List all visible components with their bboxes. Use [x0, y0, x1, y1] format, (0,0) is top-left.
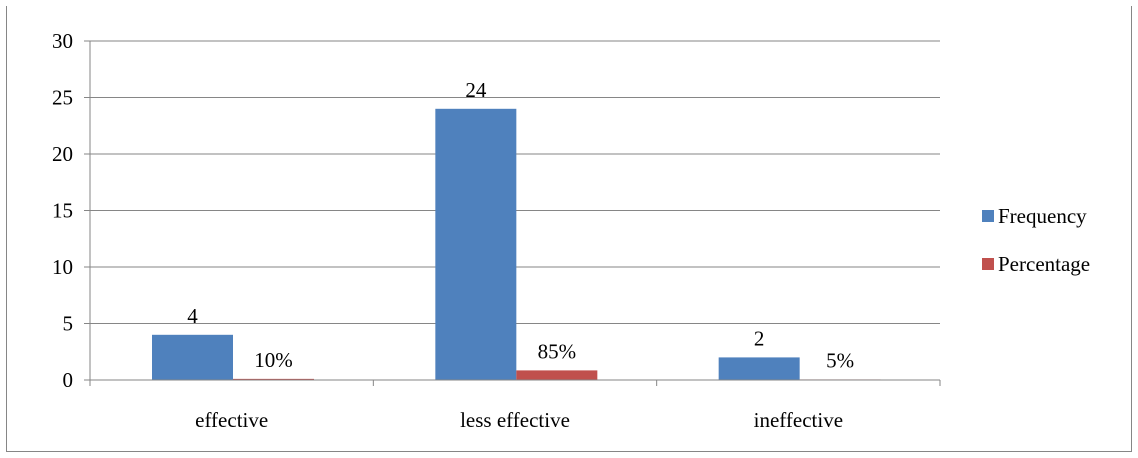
data-label-frequency: 4: [187, 304, 198, 328]
y-tick-label: 20: [52, 142, 73, 166]
data-label-percentage: 5%: [826, 348, 854, 372]
legend-swatch-percentage: [982, 258, 994, 270]
data-label-frequency: 24: [465, 78, 487, 102]
chart-frame: [6, 6, 1132, 452]
category-label: less effective: [460, 408, 570, 432]
data-label-percentage: 10%: [254, 348, 293, 372]
category-label: ineffective: [754, 408, 843, 432]
y-tick-label: 5: [63, 312, 74, 336]
legend: Frequency Percentage: [982, 204, 1090, 276]
data-label-percentage: 85%: [538, 339, 577, 363]
y-tick-label: 15: [52, 199, 73, 223]
bar-frequency: [152, 334, 233, 380]
data-label-frequency: 2: [754, 326, 765, 350]
legend-swatch-frequency: [982, 210, 994, 222]
y-tick-label: 10: [52, 255, 73, 279]
legend-label-percentage: Percentage: [998, 252, 1090, 276]
y-tick-label: 0: [63, 368, 74, 392]
y-tick-label: 30: [52, 29, 73, 53]
y-tick-label: 25: [52, 86, 73, 110]
axes: [84, 40, 941, 386]
bar-frequency: [718, 357, 800, 380]
bars: [152, 108, 881, 381]
bar-percentage: [233, 378, 314, 380]
bar-frequency: [435, 108, 517, 381]
legend-label-frequency: Frequency: [998, 204, 1087, 228]
category-label: effective: [195, 408, 268, 432]
labels: 0 5 10 15 20 25 30 4 10% effective 24 85% less effec…: [52, 29, 854, 432]
bar-percentage: [516, 370, 598, 380]
